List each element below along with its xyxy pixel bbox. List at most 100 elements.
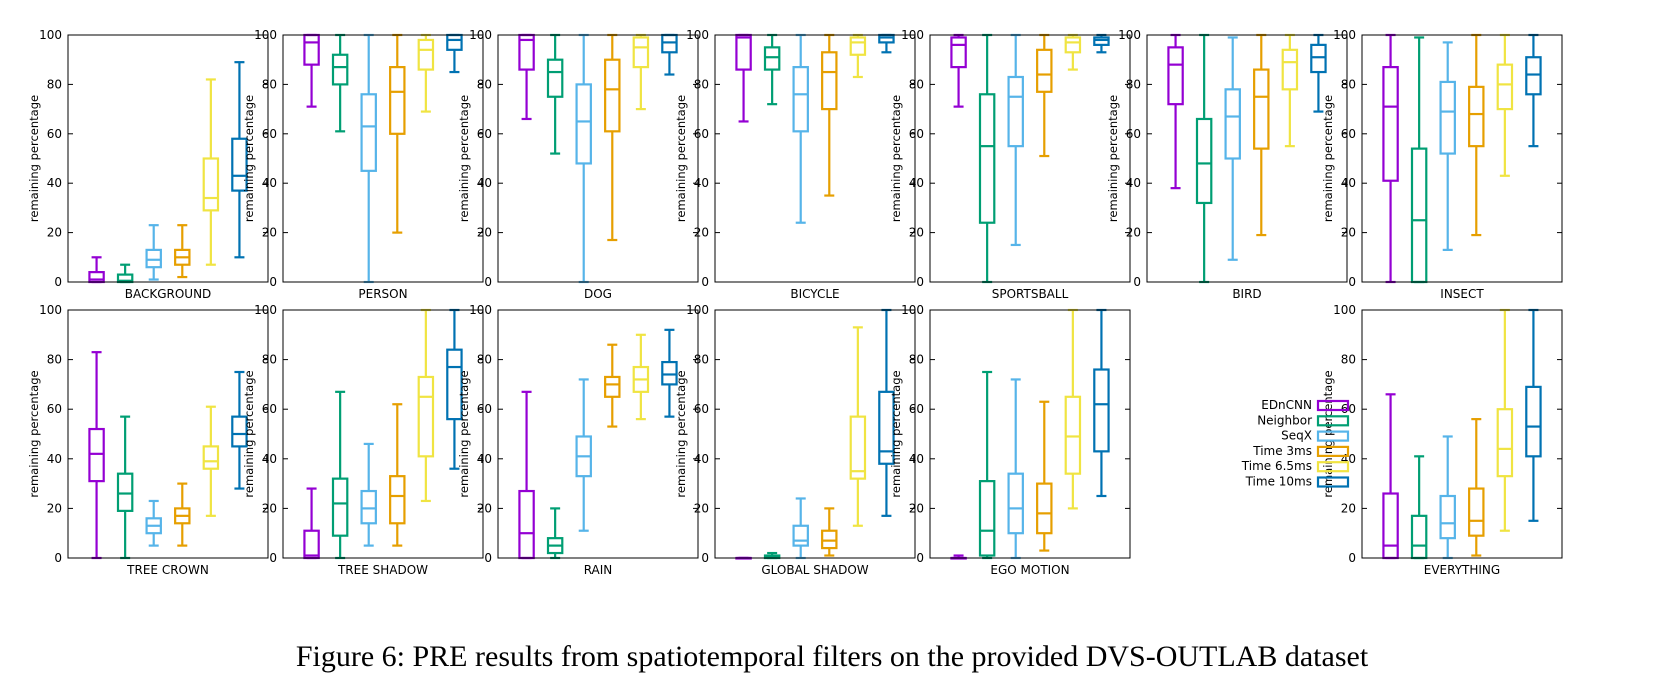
- y-tick-label: 100: [1118, 28, 1141, 42]
- box-edncnn: [518, 33, 535, 121]
- y-tick-label: 40: [694, 176, 709, 190]
- plot-frame: [497, 309, 699, 559]
- panel-label: INSECT: [1440, 287, 1484, 301]
- box-neighbor: [331, 390, 349, 560]
- plot-frame: [282, 309, 484, 559]
- box-iqr: [360, 489, 377, 525]
- legend-label: Neighbor: [1257, 413, 1312, 427]
- box-time-6-5ms: [849, 326, 867, 527]
- box-seqx: [792, 497, 809, 560]
- y-axis-label: remaining percentage: [457, 95, 471, 222]
- box-time-6-5ms: [1496, 33, 1514, 177]
- box-time-6-5ms: [202, 78, 220, 266]
- y-tick-label: 80: [262, 77, 277, 91]
- panel-rain: 0 20 40 60 80 100 remaining percentage RAIN: [457, 303, 699, 577]
- box-neighbor: [546, 507, 564, 560]
- box-iqr: [604, 58, 621, 133]
- box-iqr: [792, 66, 809, 133]
- box-iqr: [575, 83, 592, 165]
- box-time-6-5ms: [849, 33, 867, 79]
- y-tick-label: 100: [901, 303, 924, 317]
- y-axis-label: remaining percentage: [674, 95, 688, 222]
- legend-swatch: [1316, 445, 1350, 457]
- y-tick-label: 80: [1341, 77, 1356, 91]
- y-tick-label: 20: [1341, 226, 1356, 240]
- y-tick-label: 60: [694, 402, 709, 416]
- legend-swatch: [1316, 476, 1350, 488]
- box-seqx: [1007, 33, 1024, 247]
- y-tick-label: 60: [909, 402, 924, 416]
- y-tick-label: 100: [1333, 28, 1356, 42]
- box-seqx: [360, 33, 377, 284]
- box-iqr: [1439, 80, 1456, 155]
- legend-label: Time 10ms: [1245, 475, 1312, 489]
- box-seqx: [792, 33, 809, 224]
- box-seqx: [1439, 435, 1456, 560]
- panel-label: DOG: [584, 287, 612, 301]
- plot-frame: [282, 34, 484, 283]
- box-time-10ms: [446, 33, 463, 74]
- box-time-3ms: [604, 33, 621, 242]
- y-tick-label: 100: [39, 303, 62, 317]
- box-time-3ms: [1468, 33, 1485, 237]
- y-tick-label: 100: [686, 28, 709, 42]
- y-tick-label: 20: [1126, 226, 1141, 240]
- y-tick-label: 100: [686, 303, 709, 317]
- y-tick-label: 40: [1341, 176, 1356, 190]
- y-tick-label: 20: [909, 501, 924, 515]
- box-time-3ms: [174, 482, 191, 547]
- box-time-3ms: [389, 403, 406, 547]
- panel-label: GLOBAL SHADOW: [761, 563, 868, 577]
- figure: 0 20 40 60 80 100 remaining percentage BACKGROU…: [27, 28, 1563, 577]
- box-iqr: [878, 390, 895, 465]
- box-iqr: [978, 93, 996, 224]
- box-iqr: [145, 248, 162, 269]
- box-iqr: [849, 36, 867, 56]
- panel-bicycle: 0 20 40 60 80 100 remaining percentage BICYCLE: [674, 28, 916, 301]
- y-tick-label: 100: [254, 28, 277, 42]
- box-iqr: [632, 36, 650, 69]
- box-iqr: [1167, 46, 1184, 106]
- box-edncnn: [518, 390, 535, 560]
- panel-sportsball: 0 20 40 60 80 100 remaining percentage SPORTSBA…: [889, 28, 1131, 301]
- y-axis-label: remaining percentage: [27, 370, 41, 497]
- y-tick-label: 80: [909, 353, 924, 367]
- box-iqr: [1036, 482, 1053, 535]
- box-iqr: [950, 36, 967, 69]
- panel-insect: 0 20 40 60 80 100 remaining percentage INSECT: [1321, 28, 1563, 301]
- panel-ego-motion: 0 20 40 60 80 100 remaining percentage EGO MOTI…: [889, 303, 1131, 577]
- box-time-6-5ms: [1064, 33, 1082, 71]
- legend-item-edncnn: EDnCNN: [1261, 398, 1350, 412]
- box-iqr: [1224, 88, 1241, 160]
- y-tick-label: 20: [694, 501, 709, 515]
- y-tick-label: 20: [1341, 501, 1356, 515]
- y-axis-label: remaining percentage: [457, 370, 471, 497]
- y-tick-label: 0: [269, 551, 277, 565]
- y-tick-label: 80: [694, 353, 709, 367]
- box-iqr: [231, 137, 248, 192]
- plot-frame: [714, 309, 916, 559]
- y-tick-label: 40: [1126, 176, 1141, 190]
- y-tick-label: 100: [1333, 303, 1356, 317]
- panel-dog: 0 20 40 60 80 100 remaining percentage DOG: [457, 28, 699, 301]
- box-neighbor: [331, 33, 349, 133]
- box-iqr: [1007, 472, 1024, 535]
- y-tick-label: 60: [1126, 127, 1141, 141]
- box-seqx: [145, 499, 162, 547]
- box-neighbor: [763, 33, 781, 106]
- box-iqr: [849, 415, 867, 480]
- y-tick-label: 0: [1348, 551, 1356, 565]
- figure-caption: Figure 6: PRE results from spatiotempora…: [295, 640, 1369, 673]
- box-neighbor: [1410, 36, 1428, 284]
- box-iqr: [821, 51, 838, 111]
- box-neighbor: [1195, 33, 1213, 284]
- panel-label: EVERYTHING: [1424, 563, 1500, 577]
- panel-label: RAIN: [584, 563, 613, 577]
- plot-frame: [929, 309, 1131, 559]
- box-iqr: [1468, 85, 1485, 148]
- y-tick-label: 20: [477, 226, 492, 240]
- box-edncnn: [88, 256, 105, 284]
- y-tick-label: 40: [47, 176, 62, 190]
- y-axis-label: remaining percentage: [1106, 95, 1120, 222]
- box-neighbor: [763, 551, 781, 560]
